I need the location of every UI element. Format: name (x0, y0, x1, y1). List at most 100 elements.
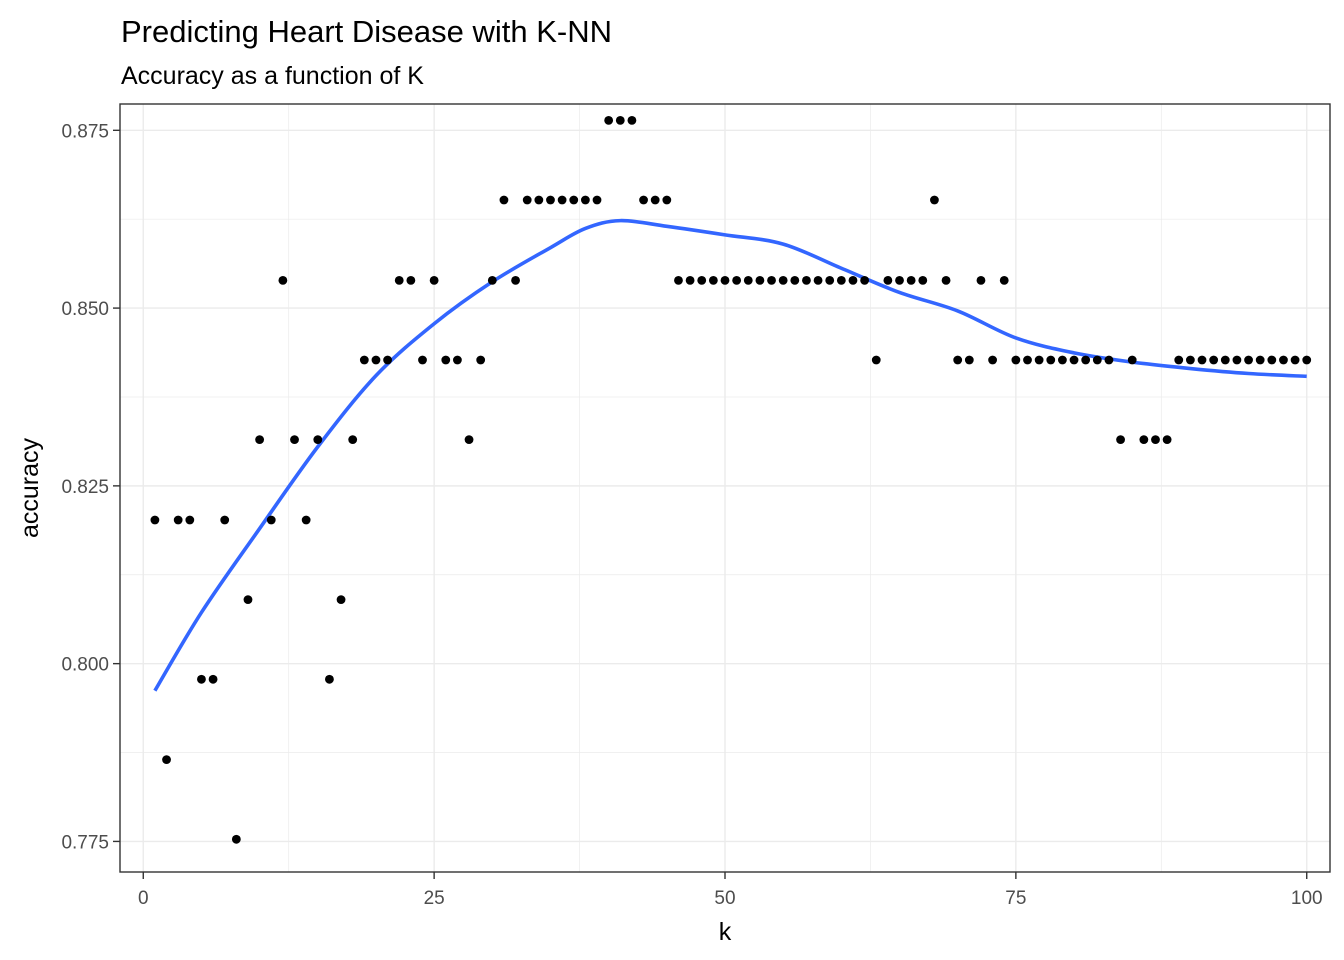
data-point (825, 275, 835, 285)
data-point (1174, 355, 1184, 365)
data-point (1011, 355, 1021, 365)
data-point (930, 195, 939, 205)
data-point (1034, 355, 1044, 365)
data-point (848, 275, 858, 285)
data-point (220, 515, 230, 525)
data-point (1081, 355, 1091, 365)
data-point (650, 195, 660, 205)
y-tick-label: 0.775 (61, 832, 109, 853)
data-point (1162, 435, 1172, 445)
data-point (895, 275, 904, 285)
data-point (418, 355, 427, 365)
data-point (592, 195, 602, 205)
y-axis-label: accuracy (16, 437, 44, 538)
data-point (511, 275, 520, 285)
x-tick-label: 50 (714, 888, 735, 909)
data-point (580, 195, 590, 205)
data-point (266, 515, 276, 525)
data-point (906, 275, 916, 285)
smooth-fit-line (153, 218, 1307, 692)
y-tick-label: 0.800 (61, 655, 109, 676)
data-point (569, 195, 579, 205)
data-point (778, 275, 788, 285)
data-point (1197, 355, 1207, 365)
data-point (1185, 355, 1195, 365)
data-point (429, 275, 439, 285)
data-point (371, 355, 381, 365)
x-tick-label: 75 (1005, 888, 1026, 909)
scatter-points (150, 115, 1312, 844)
data-point (1255, 355, 1265, 365)
data-point (708, 275, 718, 285)
data-point (790, 275, 800, 285)
data-point (604, 115, 614, 125)
data-point (197, 674, 206, 684)
major-gridlines (120, 104, 1330, 872)
data-point (662, 195, 672, 205)
data-point (185, 515, 195, 525)
x-axis: 0 25 50 75 100 (138, 872, 1323, 909)
data-point (231, 834, 241, 844)
data-point (720, 275, 730, 285)
data-point (883, 275, 893, 285)
data-point (499, 195, 509, 205)
x-tick-label: 25 (424, 888, 445, 909)
data-point (476, 355, 486, 365)
data-point (1127, 355, 1137, 365)
data-point (301, 515, 311, 525)
data-point (255, 435, 265, 445)
smooth-line-layer (153, 218, 1307, 692)
data-point (802, 275, 811, 285)
data-point (557, 195, 567, 205)
data-point (150, 515, 160, 525)
data-point (1290, 355, 1300, 365)
data-point (1220, 355, 1230, 365)
data-point (755, 275, 765, 285)
data-point (743, 275, 753, 285)
data-point (813, 275, 823, 285)
chart-title: Predicting Heart Disease with K-NN (121, 14, 612, 49)
data-point (453, 355, 462, 365)
data-point (1279, 355, 1288, 365)
data-point (964, 355, 974, 365)
data-point (674, 275, 683, 285)
data-point (627, 115, 637, 125)
data-point (359, 355, 369, 365)
y-axis: 0.775 0.800 0.825 0.850 0.875 (61, 121, 120, 853)
data-point (1302, 355, 1312, 365)
data-point (290, 435, 299, 445)
data-point (348, 435, 358, 445)
data-point (173, 515, 183, 525)
data-point (534, 195, 544, 205)
data-point (639, 195, 648, 205)
data-point (918, 275, 928, 285)
data-point (953, 355, 963, 365)
data-point (1069, 355, 1079, 365)
y-tick-label: 0.850 (61, 299, 109, 320)
data-point (685, 275, 695, 285)
data-point (383, 355, 392, 365)
data-point (1023, 355, 1032, 365)
data-point (1046, 355, 1056, 365)
data-point (1232, 355, 1242, 365)
data-point (860, 275, 870, 285)
data-point (325, 674, 334, 684)
data-point (1209, 355, 1219, 365)
data-point (1116, 435, 1125, 445)
data-point (1244, 355, 1253, 365)
data-point (243, 595, 253, 605)
y-tick-label: 0.875 (61, 121, 109, 142)
data-point (546, 195, 555, 205)
chart-subtitle: Accuracy as a function of K (121, 62, 424, 90)
data-point (487, 275, 497, 285)
x-tick-label: 0 (138, 888, 149, 909)
data-point (1267, 355, 1277, 365)
data-point (313, 435, 323, 445)
data-point (767, 275, 776, 285)
data-point (406, 275, 416, 285)
data-point (697, 275, 707, 285)
x-tick-label: 100 (1291, 888, 1323, 909)
data-point (464, 435, 474, 445)
y-tick-label: 0.825 (61, 477, 109, 498)
